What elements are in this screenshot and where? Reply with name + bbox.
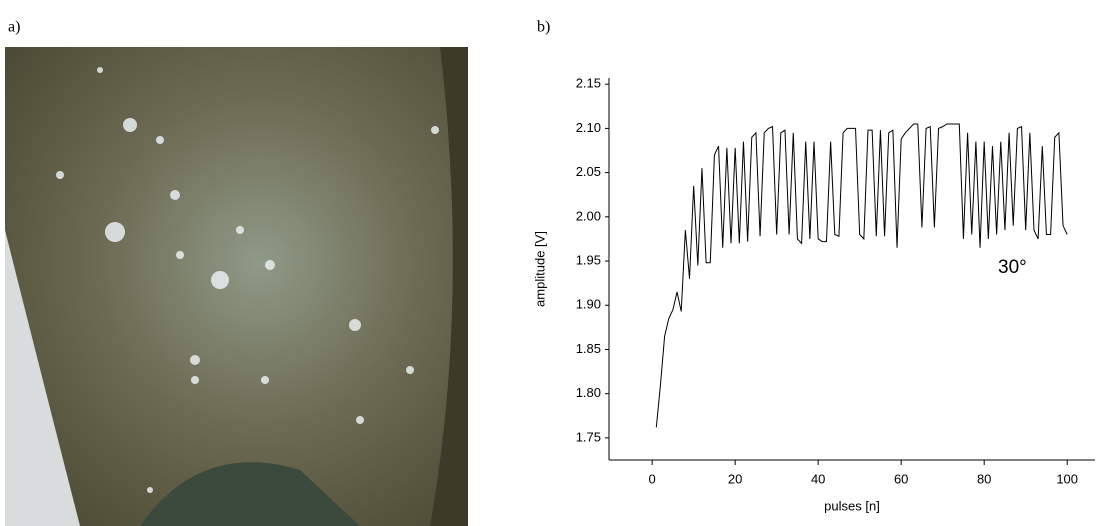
y-axis-label: amplitude [V] <box>532 231 547 307</box>
y-tick-label: 2.10 <box>576 120 601 135</box>
panel-label: a) <box>8 19 20 36</box>
annotation: 30° <box>998 257 1027 278</box>
x-tick-label: 60 <box>894 471 908 486</box>
y-tick-label: 2.05 <box>576 164 601 179</box>
y-tick-label: 2.15 <box>576 76 601 91</box>
x-axis-label: pulses [n] <box>824 498 880 513</box>
x-tick-label: 40 <box>811 471 825 486</box>
y-tick-label: 1.95 <box>576 252 601 267</box>
x-tick-label: 100 <box>1056 471 1078 486</box>
x-tick-label: 80 <box>977 471 991 486</box>
x-tick-label: 20 <box>728 471 742 486</box>
panel-label: b) <box>537 19 550 36</box>
data-line <box>655 123 1068 428</box>
y-tick-label: 2.00 <box>576 208 601 223</box>
y-tick-label: 1.75 <box>576 429 601 444</box>
y-tick-label: 1.85 <box>576 341 601 356</box>
y-tick-label: 1.80 <box>576 385 601 400</box>
photo <box>5 47 468 526</box>
y-tick-label: 1.90 <box>576 297 601 312</box>
x-tick-label: 0 <box>649 471 656 486</box>
